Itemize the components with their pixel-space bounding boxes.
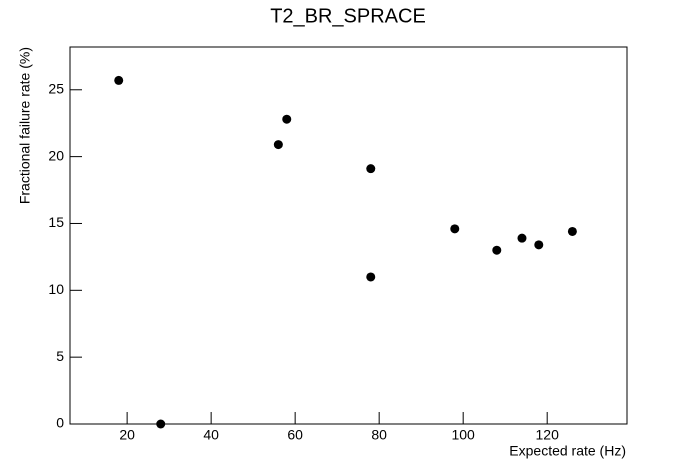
y-tick-label: 25: [48, 80, 64, 96]
chart-title: T2_BR_SPRACE: [270, 5, 426, 27]
plot-frame: [69, 46, 628, 425]
point: [450, 224, 460, 234]
y-tick-label: 20: [48, 147, 64, 163]
point: [366, 272, 376, 282]
x-axis-title: Expected rate (Hz): [509, 443, 626, 459]
y-tick-label: 10: [48, 281, 64, 297]
y-tick-label: 5: [56, 348, 64, 364]
point: [366, 164, 376, 174]
x-tick-label: 120: [536, 427, 560, 443]
point: [567, 226, 577, 236]
y-tick-label: 15: [48, 214, 64, 230]
y-tick-label: 0: [56, 415, 64, 431]
point: [517, 233, 527, 243]
point: [282, 114, 292, 124]
point: [114, 75, 124, 85]
x-tick-label: 100: [451, 427, 475, 443]
point: [273, 140, 283, 150]
point: [156, 419, 166, 429]
x-tick-label: 20: [119, 427, 135, 443]
point: [534, 240, 544, 250]
x-tick-label: 80: [371, 427, 387, 443]
x-tick-label: 40: [203, 427, 219, 443]
point: [492, 245, 502, 255]
y-axis-title: Fractional failure rate (%): [17, 47, 33, 204]
x-tick-label: 60: [287, 427, 303, 443]
